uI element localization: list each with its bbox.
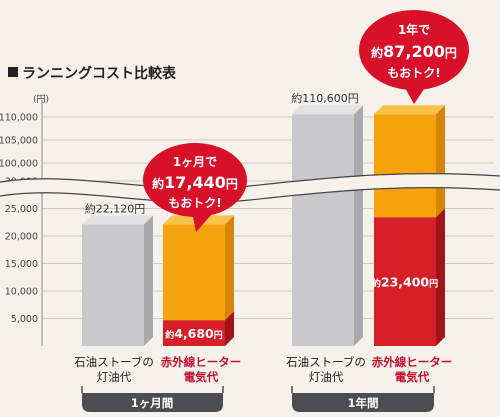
value-label-heater-prefix-0: 約 [165,329,174,341]
cat-year-kerosene-line1: 石油ストーブの [286,355,366,369]
bubble-month-line2: 約17,440円 [152,173,238,192]
y-tick-label: 5,000 [11,314,38,325]
bar-kerosene-1-side [354,105,363,347]
bubble-year-amount: 87,200 [383,42,445,61]
bar-kerosene-1-top [292,105,363,115]
bar-heater-face-0 [163,320,225,346]
axis-break-line-bottom [0,187,500,203]
period-month-label: 1ヶ月間 [131,396,174,410]
bar-heater-face-1 [374,217,436,346]
bubble-year-shape [359,10,469,90]
value-label-heater-prefix-1: 約 [372,278,381,290]
value-label-heater-0: 約4,680円 [165,326,223,341]
bar-kerosene-0-top [82,215,153,225]
saving-bubble-year: 1年で 約87,200円 もおトク! [359,10,469,104]
bar-kerosene-1-face [292,114,354,347]
bar-kerosene-0 [82,215,153,346]
bar-heater-side-0 [225,311,234,346]
bar-kerosene-0-side [144,215,153,346]
y-tick-label: 100,000 [0,159,38,170]
y-tick-label: 10,000 [5,287,38,298]
bubble-month-suffix: 円 [226,177,238,191]
y-tick-label: 105,000 [0,136,38,147]
bar-saving-1-side [436,105,445,218]
axis-break-band [0,173,500,203]
bar-kerosene-0-face [82,224,144,346]
cat-month-heater-line1: 赤外線ヒーター [161,355,242,369]
bar-heater-side-1 [436,208,445,346]
bubble-month-shape [143,143,247,217]
value-label-heater-1: 約23,400円 [372,275,438,290]
y-tick-label: 15,000 [5,259,38,270]
bar-saving-1-top [374,105,445,115]
value-label-kerosene-1: 約110,600円 [291,91,359,105]
y-axis-unit: (円) [33,94,49,105]
bubble-month-line1: 1ヶ月で [173,155,217,169]
bar-saving-0-face [163,224,225,321]
period-band-month-shape [82,393,223,412]
bar-saving-1-face [374,114,436,218]
bubble-year-tail [404,86,426,104]
value-label-heater-suffix-0: 円 [214,330,223,341]
y-tick-label: 25,000 [5,204,38,215]
y-tick-label: 20,000 [5,232,38,243]
title-square-icon [8,67,18,77]
bar-kerosene-1 [292,105,363,347]
axis-break-line-top [0,173,500,189]
bar-saving-0-side [225,215,234,321]
bubble-month-tail [192,212,212,232]
y-tick-label: 110,000 [0,113,38,124]
bubble-year-line1: 1年で [398,22,430,37]
bubble-year-line2: 約87,200円 [371,42,457,61]
bubble-year-prefix: 約 [371,45,383,60]
period-band-year-shape [292,393,434,412]
saving-bubble-month: 1ヶ月で 約17,440円 もおトク! [143,143,247,232]
value-label-heater-amount-1: 23,400 [381,275,430,290]
bubble-year-suffix: 円 [445,46,457,60]
bubble-year-line3: もおトク! [387,66,440,80]
bubble-month-line3: もおトク! [168,196,221,210]
period-band-month: 1ヶ月間 [81,386,224,412]
cat-month-kerosene-line2: 灯油代 [97,370,132,384]
cat-year-kerosene-line2: 灯油代 [309,370,344,384]
cat-year-heater-line2: 電気代 [395,370,430,384]
bar-saving-1 [374,105,445,218]
cat-month-kerosene-line1: 石油ストーブの [74,355,154,369]
cat-month-heater-line2: 電気代 [184,370,219,384]
bar-heater-1 [374,208,445,346]
bubble-month-prefix: 約 [152,176,164,191]
bar-heater-0 [163,311,234,346]
bubble-month-amount: 17,440 [164,173,226,192]
period-year-label: 1年間 [347,396,378,410]
value-label-kerosene-0: 約22,120円 [85,201,146,215]
chart-title: ランニングコスト比較表 [22,65,177,82]
period-band-year: 1年間 [291,386,435,412]
value-label-heater-suffix-1: 円 [429,279,438,290]
cat-year-heater-line1: 赤外線ヒーター [372,355,453,369]
bar-saving-0 [163,215,234,321]
bar-layer [82,105,445,347]
value-label-heater-amount-0: 4,680 [174,326,214,341]
